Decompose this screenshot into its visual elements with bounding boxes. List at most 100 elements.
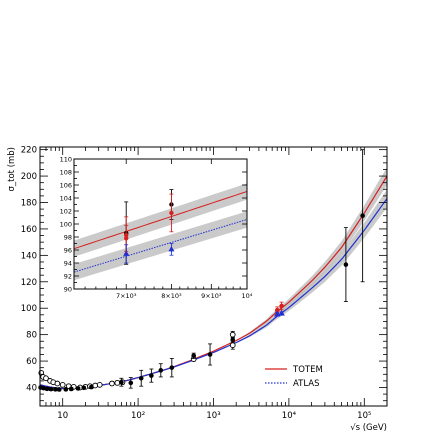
marker	[124, 236, 129, 241]
band-totem	[40, 167, 387, 389]
main-x-axis-label: √s (GeV)	[350, 423, 387, 433]
marker	[75, 386, 81, 391]
x-tick-label: 10⁴	[282, 411, 297, 421]
data-point	[138, 369, 144, 387]
marker	[229, 342, 236, 349]
marker	[207, 352, 213, 357]
inset-y-tick-label: 106	[60, 181, 72, 189]
inset-data-point	[169, 193, 174, 233]
x-tick-label: 10	[57, 411, 68, 421]
marker	[119, 379, 124, 385]
y-axis-title: σ_tot (mb)	[7, 147, 17, 192]
inset-y-tick-label: 108	[60, 168, 72, 176]
marker	[168, 246, 175, 252]
x-tick-label: 10³	[206, 411, 220, 421]
data-point	[56, 387, 62, 392]
inset-panel: 90 92 94 96 98 100 102 104 106 108 110 7×10³ 8×10³ 9×…	[60, 155, 253, 300]
y-tick-label: 40	[26, 384, 37, 394]
main-y-axis-label: σ_tot (mb)	[7, 147, 17, 192]
y-tick-label: 80	[26, 331, 37, 341]
marker	[229, 331, 236, 338]
data-point	[149, 368, 154, 383]
y-tick-label: 140	[21, 251, 37, 261]
inset-y-tick-label: 102	[60, 207, 72, 215]
data-point	[229, 330, 236, 339]
data-point	[68, 386, 74, 392]
marker	[279, 303, 284, 309]
inset-y-tick-label: 98	[64, 233, 72, 241]
inset-y-tick-label: 96	[64, 246, 72, 254]
data-point	[54, 380, 61, 387]
inset-y-tick-label: 94	[64, 259, 72, 267]
marker	[230, 337, 236, 343]
inset-data-point	[123, 244, 130, 264]
y-tick-label: 220	[21, 146, 37, 156]
marker	[53, 387, 58, 392]
data-point	[360, 149, 365, 283]
data-point	[191, 352, 196, 359]
data-point	[169, 358, 175, 378]
marker	[123, 250, 130, 256]
data-point	[81, 385, 87, 391]
marker	[43, 375, 49, 382]
data-point	[59, 382, 66, 388]
x-tick-label: 10²	[131, 411, 145, 421]
marker	[59, 382, 66, 388]
y-tick-label: 60	[26, 357, 37, 367]
inset-y-tick-label: 100	[60, 220, 72, 228]
data-point	[75, 386, 81, 391]
data-point	[63, 387, 69, 392]
x-tick-label: 10⁵	[357, 411, 371, 421]
data-point	[89, 384, 94, 390]
marker	[114, 380, 121, 386]
main-axes: 40 60 80 100 120 140 160 180 200 220 10 10² 10³ 10⁴ 10…	[21, 146, 388, 421]
marker	[343, 262, 349, 267]
marker	[54, 380, 61, 387]
marker	[138, 375, 144, 381]
data-point	[48, 386, 54, 392]
marker	[274, 307, 280, 313]
x-axis-title: √s (GeV)	[350, 423, 387, 433]
data-point	[279, 301, 284, 311]
data-point	[53, 387, 58, 392]
marker	[149, 373, 154, 378]
data-point	[43, 375, 49, 382]
data-point	[230, 336, 236, 343]
inset-y-tick-label: 104	[60, 194, 72, 202]
marker	[109, 380, 115, 387]
marker	[278, 309, 285, 316]
marker	[169, 365, 175, 370]
data-point	[158, 363, 164, 378]
marker	[48, 386, 54, 392]
legend-entry: TOTEM	[265, 365, 323, 375]
marker	[63, 387, 69, 392]
data-point	[114, 380, 121, 386]
inset-x-tick-label: 10⁴	[242, 292, 253, 300]
marker	[191, 353, 196, 359]
data-point	[96, 382, 103, 388]
legend-entry: ATLAS	[265, 379, 320, 389]
data-point	[128, 377, 134, 389]
marker	[169, 210, 174, 216]
y-tick-label: 100	[21, 304, 37, 314]
data-point	[207, 343, 213, 366]
marker	[96, 382, 103, 388]
inset-y-tick-label: 110	[60, 155, 72, 163]
main-uncertainty-bands	[40, 167, 387, 389]
inset-curve-totem	[74, 191, 247, 250]
legend: TOTEM ATLAS	[265, 365, 323, 389]
inset-x-tick-label: 8×10³	[161, 292, 182, 300]
main-data-points	[38, 149, 365, 392]
legend-label: ATLAS	[293, 379, 320, 389]
marker	[89, 384, 94, 390]
y-tick-label: 180	[21, 199, 37, 209]
marker	[81, 385, 87, 391]
y-tick-label: 200	[21, 172, 37, 182]
inset-x-tick-label: 7×10³	[116, 292, 137, 300]
inset-y-tick-label: 92	[64, 272, 72, 280]
marker	[56, 387, 62, 392]
y-tick-label: 120	[21, 278, 37, 288]
data-point	[109, 380, 115, 387]
data-point	[119, 377, 124, 387]
